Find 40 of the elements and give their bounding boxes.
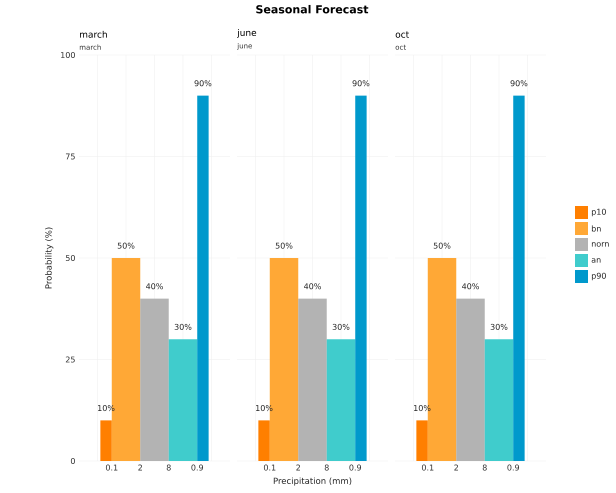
x-axis-title: Precipitation (mm): [274, 477, 352, 486]
x-tick-label: 0.9: [191, 464, 204, 471]
x-tick-label: 0.1: [106, 464, 118, 471]
x-tick-label: 8: [166, 464, 171, 471]
x-tick-label: 8: [482, 464, 487, 471]
x-tick-label: 0.9: [507, 464, 520, 471]
data-label: 30%: [174, 324, 192, 330]
x-tick-label: 8: [324, 464, 329, 471]
y-tick-label: 50: [66, 254, 75, 262]
y-tick-label: 0: [70, 458, 75, 464]
legend-label: p90: [592, 272, 606, 280]
x-tick-label: 2: [454, 464, 458, 470]
data-label: 90%: [194, 80, 212, 86]
data-label: 30%: [332, 324, 350, 330]
data-label: 40%: [146, 283, 163, 290]
data-label: 50%: [118, 242, 134, 249]
chart-title: march: [80, 30, 107, 38]
data-label: 40%: [304, 283, 321, 290]
chart-title: oct: [396, 31, 409, 38]
data-label: 90%: [510, 80, 528, 86]
y-tick-label: 25: [66, 356, 75, 363]
y-axis-title: Probability (%): [45, 228, 54, 288]
data-label: 50%: [434, 242, 450, 249]
y-tick-label: 100: [61, 52, 75, 58]
legend-label: an: [592, 258, 600, 263]
legend-label: bn: [592, 225, 601, 232]
x-tick-label: 0.1: [264, 464, 276, 471]
data-label: 40%: [462, 283, 479, 290]
legend-label: p10: [592, 208, 606, 216]
data-label: 30%: [490, 324, 508, 330]
x-tick-label: 0.9: [349, 464, 362, 471]
data-label: 50%: [276, 242, 292, 249]
x-tick-label: 2: [296, 464, 300, 470]
legend-label: norn: [592, 242, 609, 247]
text: Seasonal Forecast: [256, 4, 368, 14]
x-tick-label: 0.1: [422, 464, 434, 471]
data-label: 90%: [352, 80, 370, 86]
chart-title: june: [237, 29, 256, 38]
y-tick-label: 75: [66, 154, 75, 160]
x-tick-label: 2: [138, 464, 142, 470]
